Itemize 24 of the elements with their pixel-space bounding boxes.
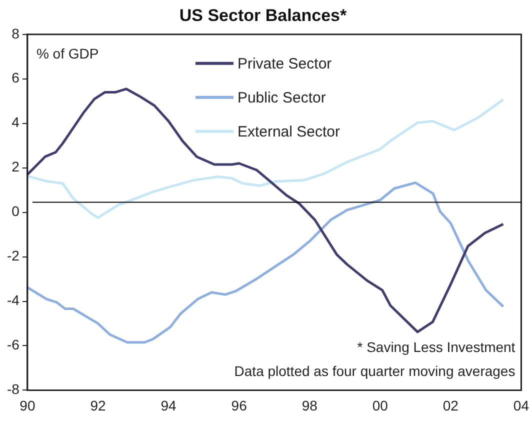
x-tick-label: 90 bbox=[20, 397, 36, 414]
annotation: * Saving Less Investment bbox=[357, 339, 516, 356]
legend-label: Public Sector bbox=[237, 90, 326, 107]
x-tick-label: 94 bbox=[160, 397, 177, 414]
annotation: Data plotted as four quarter moving averages bbox=[234, 363, 516, 380]
y-tick-label: -6 bbox=[6, 336, 20, 353]
x-tick-label: 96 bbox=[231, 397, 248, 414]
y-tick-label: 0 bbox=[12, 203, 20, 220]
legend-label: External Sector bbox=[237, 124, 340, 141]
x-tick-label: 92 bbox=[90, 397, 106, 414]
annotation: % of GDP bbox=[36, 45, 99, 62]
y-tick-label: 2 bbox=[12, 158, 20, 175]
y-tick-label: 8 bbox=[12, 25, 20, 42]
x-tick-label: 98 bbox=[302, 397, 318, 414]
x-tick-label: 02 bbox=[442, 397, 459, 414]
chart-title: US Sector Balances* bbox=[179, 6, 348, 25]
y-tick-label: 4 bbox=[12, 114, 20, 130]
x-tick-label: 04 bbox=[513, 397, 530, 414]
x-tick-label: 00 bbox=[372, 397, 388, 414]
legend-label: Private Sector bbox=[237, 56, 332, 73]
y-tick-label: 6 bbox=[12, 70, 20, 86]
y-tick-label: -2 bbox=[6, 248, 20, 264]
y-tick-label: -4 bbox=[6, 292, 20, 308]
y-tick-label: -8 bbox=[6, 381, 20, 398]
